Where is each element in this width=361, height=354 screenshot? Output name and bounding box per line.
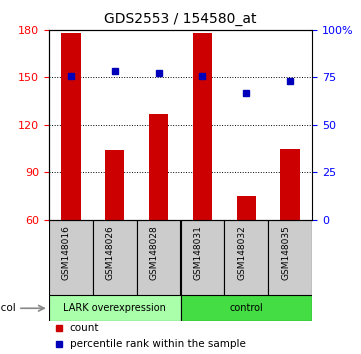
Bar — [136, 219, 180, 295]
Bar — [180, 295, 312, 321]
Bar — [180, 219, 225, 295]
Text: LARK overexpression: LARK overexpression — [63, 303, 166, 313]
Bar — [280, 149, 300, 219]
Text: GSM148031: GSM148031 — [193, 225, 203, 280]
Bar — [61, 33, 81, 219]
Bar — [225, 219, 268, 295]
Bar — [192, 33, 212, 219]
Bar — [268, 219, 312, 295]
Text: control: control — [230, 303, 263, 313]
Bar — [149, 114, 169, 219]
Bar — [105, 150, 125, 219]
Title: GDS2553 / 154580_at: GDS2553 / 154580_at — [104, 12, 257, 26]
Bar — [236, 196, 256, 219]
Bar — [49, 219, 93, 295]
Bar — [93, 219, 136, 295]
Bar — [49, 295, 180, 321]
Text: GSM148026: GSM148026 — [106, 225, 115, 280]
Text: GSM148035: GSM148035 — [281, 225, 290, 280]
Text: GSM148028: GSM148028 — [149, 225, 158, 280]
Text: GSM148016: GSM148016 — [62, 225, 71, 280]
Text: protocol: protocol — [0, 303, 16, 313]
Text: GSM148032: GSM148032 — [238, 225, 246, 280]
Text: count: count — [70, 322, 99, 333]
Text: percentile rank within the sample: percentile rank within the sample — [70, 339, 246, 349]
